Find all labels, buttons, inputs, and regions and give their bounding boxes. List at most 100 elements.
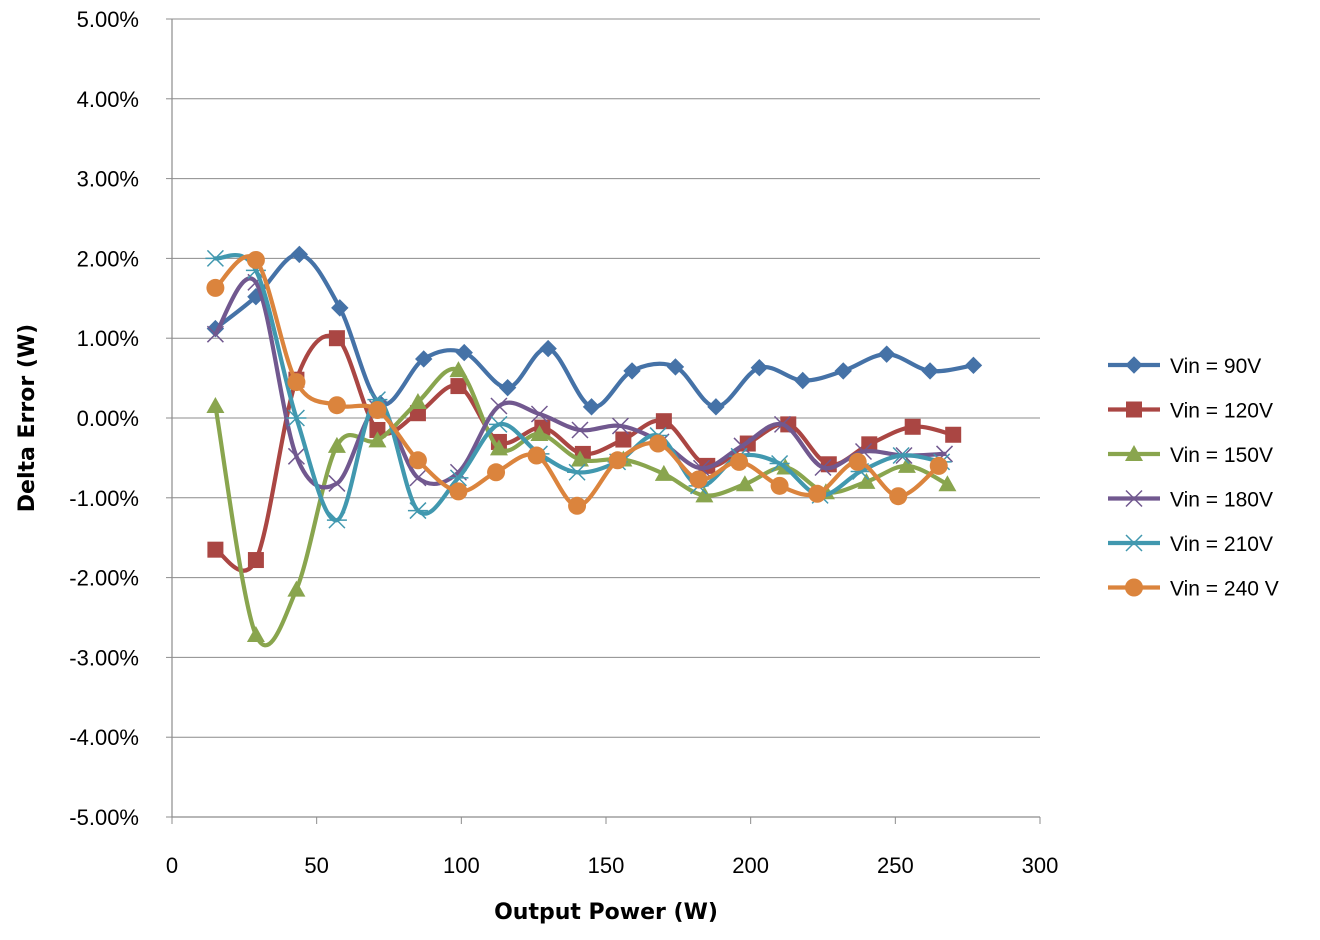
x-stroke [409,469,427,487]
diamond-marker [666,358,685,376]
legend: Vin = 90V Vin = 120V Vin = 150V Vin = 180V V… [1108,355,1279,601]
legend-label: Vin = 90V [1170,355,1261,378]
x-tick-label: 300 [1022,853,1059,878]
circle-marker [449,482,468,501]
x-stroke [490,397,508,415]
legend-item: Vin = 150V [1108,444,1273,467]
x-marker [287,447,305,465]
circle-marker [368,401,387,420]
asterisk-marker [286,409,307,427]
triangle-marker [897,456,916,473]
square-marker [1126,401,1142,418]
x-axis-title: Output Power (W) [494,900,718,925]
axes [166,18,1041,824]
y-tick-label: 0.00% [77,406,139,431]
x-marker [733,437,751,455]
circle-marker [929,456,948,475]
legend-item: Vin = 210V [1108,533,1273,556]
y-tick-label: 1.00% [77,326,139,351]
x-stroke [611,417,629,435]
x-stroke [814,458,832,477]
x-stroke [530,405,548,423]
x-marker [611,417,629,435]
diamond-marker [750,359,769,377]
circle-marker [608,451,627,470]
asterisk-marker [326,511,347,529]
diamond-marker [498,378,517,397]
series-1 [206,245,983,416]
circle-marker [527,446,546,465]
x-stroke [733,437,751,455]
y-tick-label: -4.00% [69,725,139,750]
circle-marker [487,463,506,482]
asterisk-marker [407,502,428,520]
x-tick-label: 150 [588,853,625,878]
triangle-marker [246,626,265,643]
x-marker [490,397,508,415]
triangle-marker [206,397,225,414]
x-stroke [773,415,792,433]
y-tick-label: 5.00% [77,7,139,32]
circle-marker [649,434,668,453]
circle-marker [889,487,908,506]
asterisk-marker [488,415,509,433]
y-tick-label: 3.00% [77,167,139,192]
x-tick-label: 50 [304,853,328,878]
x-tick-label: 250 [877,853,914,878]
series-2 [207,330,962,573]
square-marker [369,421,386,438]
legend-item: Vin = 180V [1108,489,1273,512]
diamond-marker [964,356,983,375]
circle-marker [246,250,265,269]
diamond-marker [794,371,812,390]
legend-label: Vin = 180V [1170,489,1273,512]
diamond-marker [415,350,433,368]
triangle-marker [570,450,589,467]
diamond-marker [834,362,852,380]
x-marker [328,474,346,492]
x-stroke [206,325,224,343]
legend-label: Vin = 120V [1170,400,1273,423]
x-marker [206,325,224,343]
y-tick-label: -5.00% [69,805,139,830]
x-marker [530,405,548,423]
triangle-marker [654,464,673,481]
x-marker [571,421,589,439]
x-marker [773,415,792,433]
circle-marker [408,451,427,470]
series-lines [205,245,983,648]
legend-item: Vin = 90V [1108,355,1261,378]
asterisk-marker [769,454,790,473]
asterisk-marker [448,469,469,487]
x-tick-label: 200 [732,853,769,878]
series-6 [206,250,948,515]
x-marker [409,469,427,487]
square-marker [945,426,962,443]
legend-label: Vin = 240 V [1170,578,1279,601]
asterisk-marker [1124,534,1144,552]
asterisk-marker [891,446,912,465]
triangle-marker [735,475,754,492]
triangle-marker [695,486,714,503]
square-marker [247,552,264,569]
square-marker [450,378,467,395]
gridlines [172,18,1040,738]
circle-marker [287,373,306,392]
x-marker [814,458,832,477]
square-marker [861,436,878,453]
x-marker [1125,489,1143,508]
legend-item: Vin = 240 V [1108,578,1279,601]
diamond-marker [707,398,725,416]
square-marker [328,330,345,347]
series-line [213,276,947,490]
diamond-marker [290,245,309,264]
circle-marker [808,484,827,503]
triangle-marker [449,361,468,378]
x-stroke [287,447,305,465]
x-stroke [247,273,265,291]
y-tick-label: 2.00% [77,246,139,271]
diamond-marker [1125,356,1143,374]
x-stroke [1125,489,1143,508]
triangle-marker [368,431,387,448]
